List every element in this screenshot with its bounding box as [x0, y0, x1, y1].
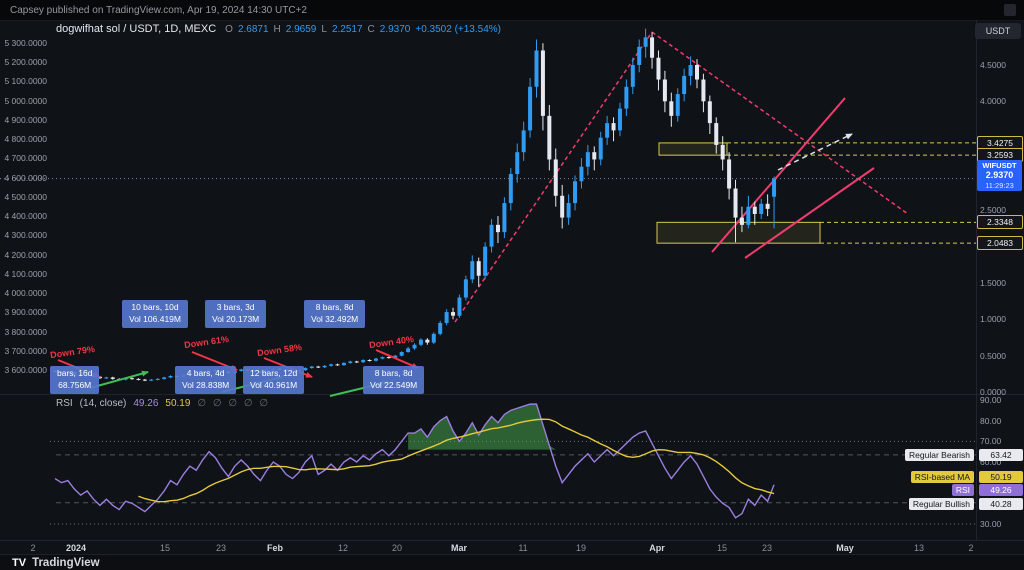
price-axis-label-left: 5 100.0000: [4, 76, 47, 87]
time-axis-label: 12: [337, 543, 348, 553]
price-axis-label: 4.5000: [980, 59, 1006, 70]
brand-text[interactable]: TradingView: [32, 556, 100, 569]
close-value: 2.9370: [379, 24, 411, 35]
price-axis-label-left: 4 500.0000: [4, 191, 47, 202]
price-badge-symbol: WIFUSDT: [982, 161, 1017, 170]
measurement-box: 10 bars, 10d Vol 106.419M: [122, 300, 188, 328]
high-value: 2.9659: [285, 24, 317, 35]
low-label: L: [321, 24, 327, 35]
measurement-box: 4 bars, 4d Vol 28.838M: [175, 366, 237, 394]
currency-toggle-button[interactable]: USDT: [975, 23, 1021, 39]
rsi-legend: RSI (14, close) 49.26 50.19 ∅ ∅ ∅ ∅ ∅: [56, 398, 270, 409]
time-axis-label: 13: [913, 543, 924, 553]
price-axis-label-left: 4 700.0000: [4, 153, 47, 164]
time-axis-label: 23: [761, 543, 772, 553]
rsi-axis-label: 30.00: [980, 519, 1002, 529]
rsi-ma-value: 50.19: [165, 398, 191, 409]
rsi-params: (14, close): [79, 398, 127, 409]
rsi-plot-label: RSI: [951, 484, 974, 496]
price-axis-label: 4.0000: [980, 96, 1006, 107]
rsi-plot-value: 40.28: [979, 498, 1023, 510]
price-axis-label-left: 4 300.0000: [4, 230, 47, 241]
rsi-plot-label: Regular Bullish: [908, 498, 974, 510]
price-axis-label-left: 4 900.0000: [4, 114, 47, 125]
rsi-empty-values: ∅ ∅ ∅ ∅ ∅: [197, 398, 271, 409]
price-axis-label-left: 3 600.0000: [4, 364, 47, 375]
price-axis-label-left: 3 900.0000: [4, 307, 47, 318]
current-price-badge: WIFUSDT 2.9370 11:29:23: [977, 160, 1022, 191]
rsi-value: 49.26: [133, 398, 159, 409]
time-axis-label: Apr: [649, 543, 665, 553]
price-axis-label: 0.5000: [980, 350, 1006, 361]
rsi-plot-value: 49.26: [979, 484, 1023, 496]
price-badge-countdown: 11:29:23: [985, 181, 1014, 190]
measurement-box: 12 bars, 12d Vol 40.961M: [243, 366, 305, 394]
price-axis-label-left: 4 800.0000: [4, 134, 47, 145]
price-axis-label: 0.0000: [980, 387, 1006, 397]
symbol-legend: dogwifhat sol / USDT, 1D, MEXC O 2.6871 …: [56, 23, 501, 35]
measurement-box: 3 bars, 3d Vol 20.173M: [205, 300, 267, 328]
rsi-plot-value: 50.19: [979, 471, 1023, 483]
time-axis-label: 19: [575, 543, 586, 553]
rsi-plot-label: RSI-based MA: [910, 471, 974, 483]
rsi-axis-label: 70.00: [980, 436, 1002, 447]
rsi-plot-value: 63.42: [979, 449, 1023, 461]
time-axis-label: 15: [159, 543, 170, 553]
header-bar: Capsey published on TradingView.com, Apr…: [0, 0, 1024, 20]
time-axis-label: 2: [968, 543, 974, 553]
price-axis-label-left: 4 100.0000: [4, 268, 47, 279]
open-label: O: [225, 24, 233, 35]
time-axis-label: 15: [716, 543, 727, 553]
price-axis-label-left: 4 200.0000: [4, 249, 47, 260]
rsi-axis-label: 60.00: [980, 457, 1002, 467]
rsi-title: RSI: [56, 398, 73, 409]
footer-bar: TV TradingView: [0, 554, 1024, 570]
price-axis-label-left: 5 300.0000: [4, 38, 47, 48]
rsi-axis-label: 90.00: [980, 395, 1002, 405]
price-axis-label-left: 4 600.0000: [4, 172, 47, 183]
low-value: 2.2517: [331, 24, 363, 35]
time-axis-label: Feb: [266, 543, 283, 553]
measurement-box: bars, 16d 68.756M: [50, 366, 100, 394]
level-price-label: 2.3348: [977, 215, 1023, 230]
tradingview-logo-icon[interactable]: TV: [12, 556, 27, 569]
price-badge-value: 2.9370: [985, 170, 1014, 180]
price-axis-label-left: 3 700.0000: [4, 345, 47, 356]
time-axis-label: Mar: [450, 543, 467, 553]
price-axis-label-left: 4 000.0000: [4, 288, 47, 299]
symbol-title[interactable]: dogwifhat sol / USDT, 1D, MEXC: [56, 23, 217, 35]
time-axis-label: May: [836, 543, 854, 553]
price-axis-label: 1.0000: [980, 314, 1006, 325]
close-label: C: [367, 24, 375, 35]
time-axis-label: 11: [518, 543, 528, 553]
change-value: +0.3502 (+13.54%): [415, 24, 501, 35]
measurement-box: 8 bars, 8d Vol 32.492M: [304, 300, 366, 328]
rsi-plot-label: Regular Bearish: [905, 449, 974, 461]
price-axis-label: 1.5000: [980, 277, 1006, 288]
high-label: H: [273, 24, 281, 35]
time-axis-label: 2: [30, 543, 36, 553]
publish-info: Capsey published on TradingView.com, Apr…: [10, 4, 307, 16]
price-axis-label: 2.5000: [980, 205, 1006, 216]
time-axis-label: 2024: [65, 543, 87, 553]
price-axis-label-left: 3 800.0000: [4, 326, 47, 337]
price-axis-label-left: 5 200.0000: [4, 57, 47, 68]
measurement-box: 8 bars, 8d Vol 22.549M: [363, 366, 425, 394]
time-axis-label: 23: [215, 543, 226, 553]
price-axis-label-left: 5 000.0000: [4, 95, 47, 106]
price-axis-label-left: 4 400.0000: [4, 211, 47, 222]
time-axis-label: 20: [391, 543, 402, 553]
level-price-label: 2.0483: [977, 236, 1023, 251]
open-value: 2.6871: [237, 24, 269, 35]
rsi-axis-label: 80.00: [980, 415, 1002, 426]
snapshot-icon[interactable]: [1004, 4, 1016, 16]
